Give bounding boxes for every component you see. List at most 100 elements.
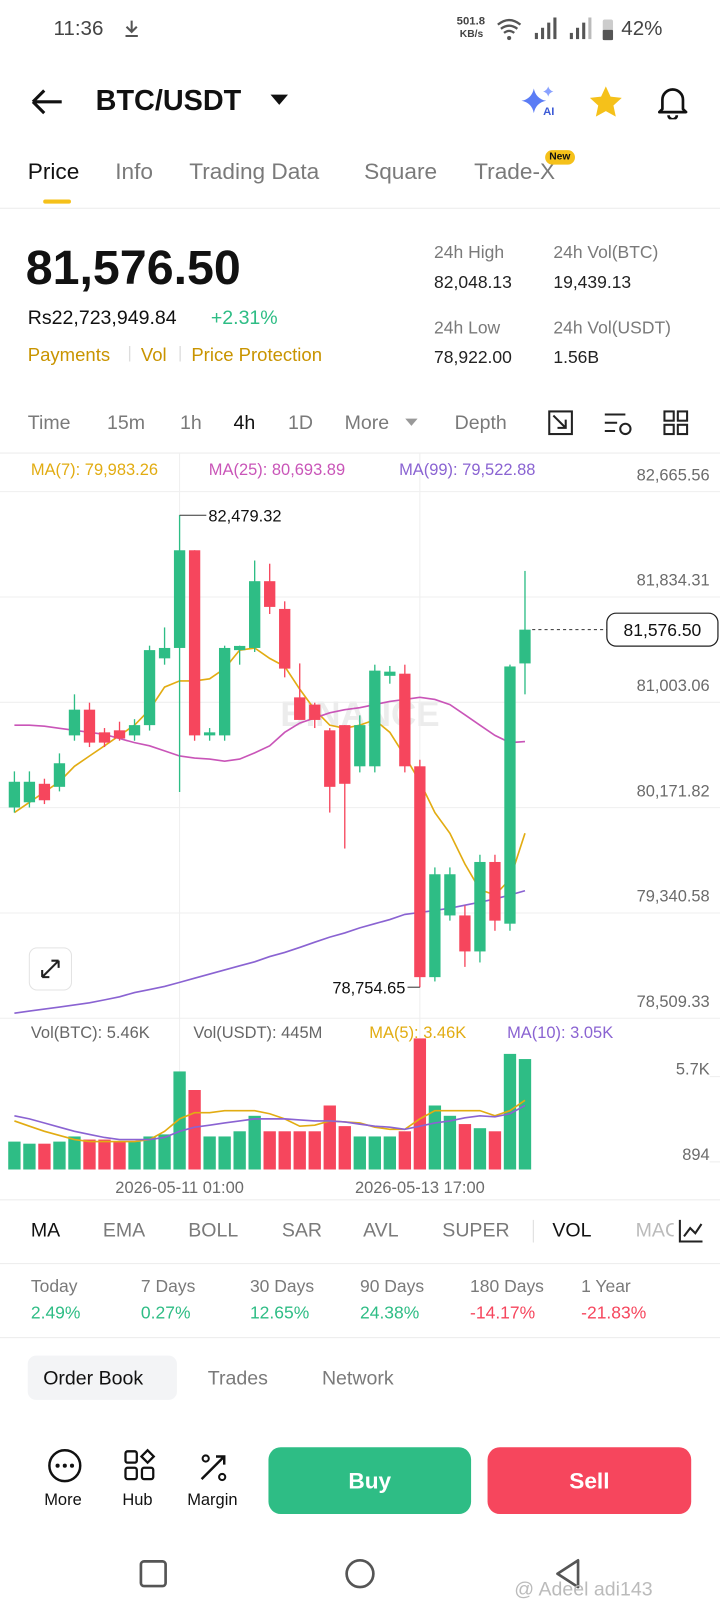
volume-bar	[308, 1131, 321, 1170]
volume-bar	[203, 1136, 216, 1170]
interval[interactable]: More	[344, 412, 390, 435]
more-dropdown[interactable]	[404, 418, 418, 428]
indicator[interactable]: BOLL	[188, 1219, 239, 1242]
pair-dropdown[interactable]	[269, 93, 290, 107]
stat-label: 24h High	[434, 242, 505, 263]
indicator[interactable]: MACD	[635, 1219, 674, 1242]
indicator[interactable]: VOL	[552, 1219, 592, 1242]
volume-bar	[83, 1139, 96, 1170]
link[interactable]: Vol	[140, 344, 167, 366]
volume-legend: Vol(USDT): 445M	[193, 1024, 323, 1042]
stat-label: 24h Low	[434, 317, 501, 338]
volume-bar	[293, 1131, 306, 1170]
volume-bar	[368, 1136, 381, 1170]
candle-body	[279, 608, 291, 669]
last-price-label: 81,576.50	[624, 620, 702, 640]
stat-value: 78,922.00	[434, 347, 512, 368]
period: 1 Year	[581, 1276, 631, 1296]
candle-body	[23, 781, 36, 803]
volume-bar	[323, 1105, 336, 1170]
period: 7 Days	[140, 1276, 196, 1296]
system-nav[interactable]	[0, 1548, 720, 1599]
volume-bar	[353, 1136, 366, 1170]
indicator[interactable]: MA	[30, 1219, 61, 1242]
tab[interactable]: Square	[364, 158, 438, 185]
back-button[interactable]	[29, 86, 66, 117]
tab[interactable]: Trading Data	[189, 158, 320, 185]
fiat-price: Rs22,723,949.84	[27, 307, 177, 330]
pair-title[interactable]: BTC/USDT	[95, 84, 242, 117]
separator	[532, 1219, 534, 1243]
link[interactable]: Price Protection	[191, 344, 323, 366]
favorite-star[interactable]	[587, 84, 624, 119]
indicator[interactable]: SUPER	[442, 1219, 510, 1242]
ai-button[interactable]: AI	[519, 84, 560, 119]
volume-bar	[98, 1139, 111, 1170]
alert-bell[interactable]	[655, 84, 690, 120]
tool-label[interactable]: Margin	[187, 1491, 238, 1509]
interval[interactable]: 4h	[233, 412, 256, 435]
tool-label[interactable]: Hub	[122, 1491, 153, 1509]
bottom-tab[interactable]: Trades	[207, 1367, 268, 1390]
divider	[0, 1263, 720, 1265]
candle-body	[113, 730, 126, 739]
candle-body	[489, 861, 501, 921]
period: 30 Days	[249, 1276, 315, 1296]
buy-button[interactable]: Buy	[268, 1447, 472, 1515]
ma-legend: MA(25): 80,693.89	[208, 461, 346, 480]
last-price: 81,576.50	[25, 239, 241, 295]
sell-button[interactable]: Sell	[487, 1447, 692, 1515]
volume-bar	[188, 1090, 201, 1170]
x-tick-label: 2026-05-11 01:00	[115, 1179, 244, 1197]
candle-body	[218, 647, 231, 736]
volume-bar	[113, 1141, 126, 1170]
tab[interactable]: Price	[27, 158, 80, 185]
volume-bar	[398, 1131, 412, 1170]
candle-body	[249, 581, 261, 648]
indicator-settings[interactable]	[677, 1218, 706, 1245]
volume-bar	[23, 1143, 36, 1170]
ma-legend: MA(7): 79,983.26	[30, 461, 159, 480]
volume-tick-label: 894	[682, 1146, 709, 1164]
battery-level: 42%	[621, 17, 663, 41]
interval[interactable]: Time	[27, 412, 71, 435]
price-change: +2.31%	[210, 307, 278, 330]
chart-tools[interactable]	[547, 409, 691, 438]
link[interactable]: Payments	[27, 344, 111, 366]
divider	[0, 452, 720, 454]
indicator[interactable]: EMA	[102, 1219, 146, 1242]
candle-body	[354, 725, 366, 767]
interval[interactable]: 15m	[106, 412, 145, 435]
interval[interactable]: Depth	[454, 412, 507, 435]
candle-body	[264, 581, 276, 607]
expand-button[interactable]	[28, 947, 72, 991]
bottom-tab[interactable]: Order Book	[43, 1367, 144, 1390]
period-change: 12.65%	[249, 1303, 310, 1323]
interval[interactable]: 1h	[179, 412, 202, 435]
candle-body	[444, 874, 456, 916]
tool-label[interactable]: More	[44, 1491, 82, 1509]
tab[interactable]: Trade-X	[474, 158, 556, 185]
indicator[interactable]: AVL	[363, 1219, 399, 1242]
volume-ma-legend: MA(10): 3.05K	[507, 1024, 614, 1042]
download-icon	[125, 20, 138, 38]
indicator[interactable]: SAR	[281, 1219, 323, 1242]
y-tick-label: 81,834.31	[637, 572, 710, 590]
period: Today	[30, 1276, 78, 1296]
candle-body	[143, 650, 156, 726]
bottom-tab[interactable]: Network	[321, 1367, 394, 1390]
volume-bar	[68, 1136, 81, 1170]
candle-body	[519, 629, 531, 664]
tab[interactable]: Info	[115, 158, 153, 185]
candle-body	[429, 874, 441, 978]
volume-bar	[458, 1124, 472, 1170]
candle-body	[83, 709, 96, 743]
volume-bar	[413, 1038, 427, 1170]
volume-bar	[488, 1131, 502, 1170]
active-tab-indicator	[43, 199, 71, 204]
tool-icons[interactable]	[31, 1446, 247, 1485]
volume-bar	[158, 1134, 171, 1170]
interval[interactable]: 1D	[287, 412, 313, 435]
